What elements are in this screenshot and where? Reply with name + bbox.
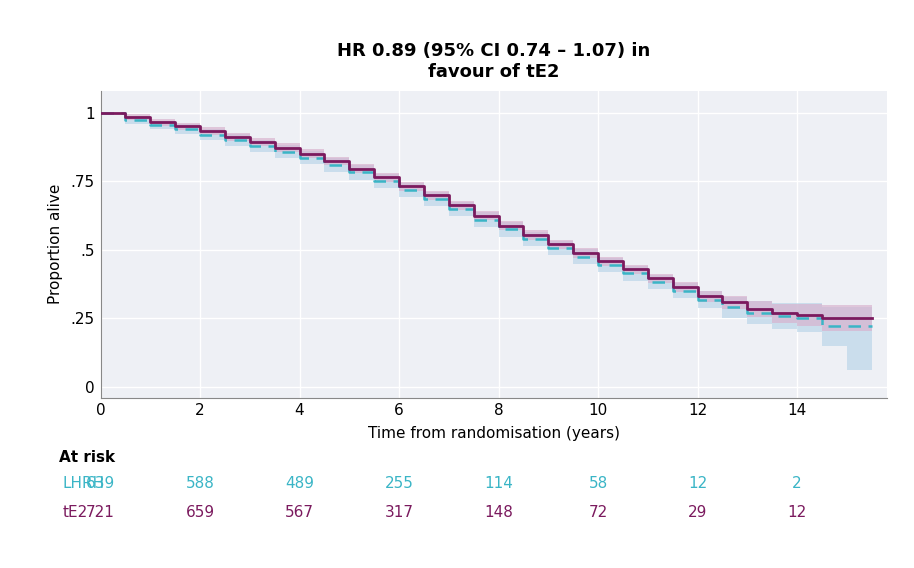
Text: 721: 721 bbox=[86, 505, 115, 520]
X-axis label: Time from randomisation (years): Time from randomisation (years) bbox=[367, 427, 620, 441]
Text: 659: 659 bbox=[186, 505, 215, 520]
Text: 12: 12 bbox=[688, 477, 707, 491]
Y-axis label: Proportion alive: Proportion alive bbox=[48, 184, 62, 304]
Title: HR 0.89 (95% CI 0.74 – 1.07) in
favour of tE2: HR 0.89 (95% CI 0.74 – 1.07) in favour o… bbox=[337, 42, 650, 81]
Text: 317: 317 bbox=[385, 505, 413, 520]
Text: 114: 114 bbox=[484, 477, 513, 491]
Text: 489: 489 bbox=[285, 477, 314, 491]
Text: LHRH: LHRH bbox=[62, 477, 104, 491]
Text: 148: 148 bbox=[484, 505, 513, 520]
Text: tE2: tE2 bbox=[62, 505, 88, 520]
Text: At risk: At risk bbox=[59, 450, 115, 465]
Text: 58: 58 bbox=[589, 477, 608, 491]
Text: 639: 639 bbox=[86, 477, 115, 491]
Text: 12: 12 bbox=[787, 505, 807, 520]
Text: 588: 588 bbox=[186, 477, 215, 491]
Text: 567: 567 bbox=[285, 505, 314, 520]
Text: 255: 255 bbox=[385, 477, 413, 491]
Text: 2: 2 bbox=[792, 477, 802, 491]
Text: 72: 72 bbox=[589, 505, 608, 520]
Text: 29: 29 bbox=[688, 505, 707, 520]
